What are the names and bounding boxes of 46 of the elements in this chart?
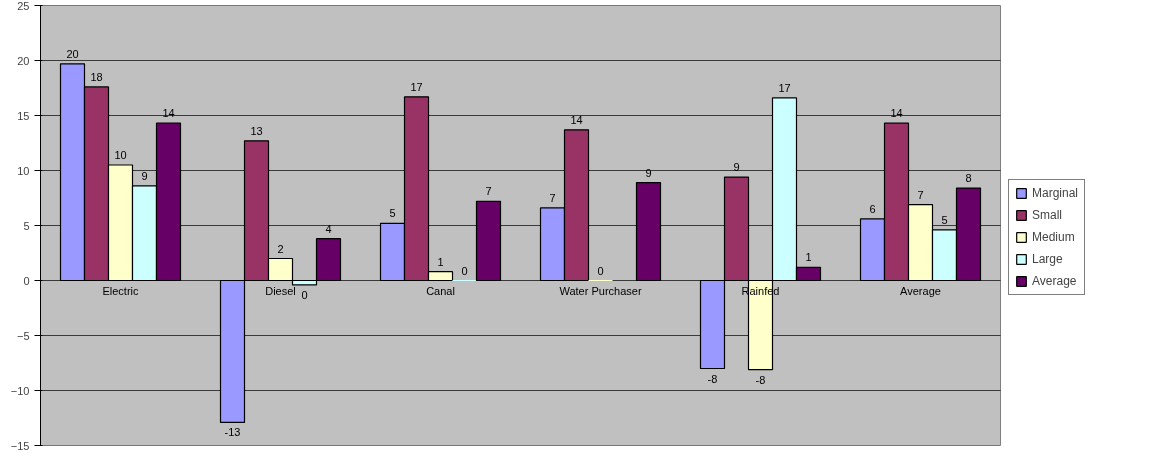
data-label: -13: [224, 426, 241, 439]
data-label: 17: [778, 81, 791, 94]
data-label: 2: [277, 242, 284, 255]
data-label: 6: [869, 202, 876, 215]
data-label: 5: [389, 207, 396, 220]
data-label: -8: [707, 372, 718, 385]
y-tick-label: 25: [17, 0, 30, 12]
x-tick-label: Electric: [102, 284, 140, 297]
y-tick-label: −10: [10, 384, 30, 397]
legend-label: Average: [1032, 274, 1077, 288]
data-label: 0: [301, 288, 308, 301]
data-label: 0: [597, 264, 604, 277]
data-label: 14: [570, 113, 583, 126]
data-label: 8: [965, 172, 972, 185]
data-label: 1: [805, 251, 812, 264]
data-label: -8: [755, 373, 766, 386]
data-label: 0: [461, 264, 468, 277]
legend-label: Medium: [1032, 230, 1075, 244]
data-label: 9: [733, 161, 740, 174]
data-label: 17: [410, 80, 423, 93]
x-tick-label: Average: [900, 284, 941, 297]
data-label: 9: [141, 169, 148, 182]
legend-label: Marginal: [1032, 186, 1079, 200]
x-tick-label: Diesel: [265, 284, 296, 297]
data-label: 20: [66, 47, 79, 60]
x-tick-label: Water Purchaser: [559, 284, 642, 297]
y-tick-label: −5: [16, 329, 30, 342]
data-label: 13: [250, 124, 263, 137]
data-label: 7: [549, 191, 556, 204]
y-tick-label: 10: [17, 164, 30, 177]
y-tick-label: 0: [23, 274, 30, 287]
y-tick-label: 20: [17, 54, 30, 67]
data-label: 9: [645, 166, 652, 179]
data-label: 7: [485, 185, 492, 198]
y-tick-label: 5: [23, 219, 30, 232]
data-label: 5: [941, 213, 948, 226]
legend-label: Small: [1032, 208, 1063, 222]
data-label: 1: [437, 255, 444, 268]
data-label: 7: [917, 188, 924, 201]
data-label: 4: [325, 222, 332, 235]
legend-label: Large: [1032, 252, 1063, 266]
y-tick-label: −15: [10, 439, 30, 452]
x-tick-label: Canal: [426, 284, 455, 297]
y-tick-label: 15: [17, 109, 30, 122]
data-label: 18: [90, 70, 103, 83]
data-label: 10: [114, 149, 127, 161]
